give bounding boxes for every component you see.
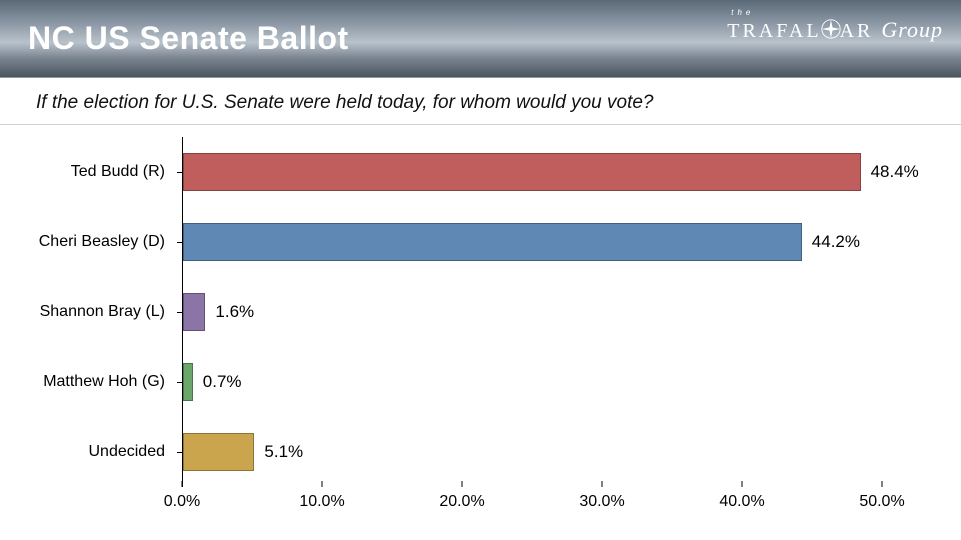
poll-question: If the election for U.S. Senate were hel… (0, 78, 961, 125)
logo-group: Group (881, 17, 943, 42)
bar-row: Matthew Hoh (G)0.7% (183, 347, 882, 417)
trafalgar-logo: the TRAFAL AR Group (727, 8, 943, 43)
value-label: 1.6% (205, 277, 254, 347)
category-label: Shannon Bray (L) (13, 277, 173, 347)
logo-text-2: AR (840, 20, 874, 42)
category-label: Cheri Beasley (D) (13, 207, 173, 277)
value-label: 5.1% (254, 417, 303, 487)
value-label: 44.2% (802, 207, 860, 277)
x-tick-label: 30.0% (579, 493, 624, 511)
header-bar: NC US Senate Ballot the TRAFAL AR Group (0, 0, 961, 78)
bar-row: Undecided5.1% (183, 417, 882, 487)
x-tick-label: 10.0% (299, 493, 344, 511)
x-tick-label: 50.0% (859, 493, 904, 511)
bar-row: Ted Budd (R)48.4% (183, 137, 882, 207)
category-label: Undecided (13, 417, 173, 487)
bar-row: Cheri Beasley (D)44.2% (183, 207, 882, 277)
x-tick-mark (602, 481, 603, 487)
bar (183, 363, 193, 401)
logo-the: the (731, 8, 943, 17)
bar (183, 153, 861, 191)
x-tick-mark (462, 481, 463, 487)
bar (183, 223, 802, 261)
value-label: 0.7% (193, 347, 242, 417)
value-label: 48.4% (861, 137, 919, 207)
bar-row: Shannon Bray (L)1.6% (183, 277, 882, 347)
logo-text-1: TRAFAL (727, 20, 821, 42)
bar-chart: Ted Budd (R)48.4%Cheri Beasley (D)44.2%S… (22, 137, 922, 537)
x-tick-mark (182, 481, 183, 487)
x-tick-mark (322, 481, 323, 487)
x-axis: 0.0%10.0%20.0%30.0%40.0%50.0% (182, 487, 882, 517)
bar (183, 433, 254, 471)
x-tick-mark (882, 481, 883, 487)
x-tick-label: 0.0% (164, 493, 200, 511)
x-tick-mark (742, 481, 743, 487)
bar (183, 293, 205, 331)
x-tick-label: 40.0% (719, 493, 764, 511)
category-label: Ted Budd (R) (13, 137, 173, 207)
plot-area: Ted Budd (R)48.4%Cheri Beasley (D)44.2%S… (182, 137, 882, 487)
compass-icon (820, 18, 842, 40)
category-label: Matthew Hoh (G) (13, 347, 173, 417)
x-tick-label: 20.0% (439, 493, 484, 511)
chart-container: Ted Budd (R)48.4%Cheri Beasley (D)44.2%S… (0, 125, 961, 537)
logo-brand: TRAFAL AR Group (727, 17, 943, 43)
page-title: NC US Senate Ballot (28, 20, 349, 57)
